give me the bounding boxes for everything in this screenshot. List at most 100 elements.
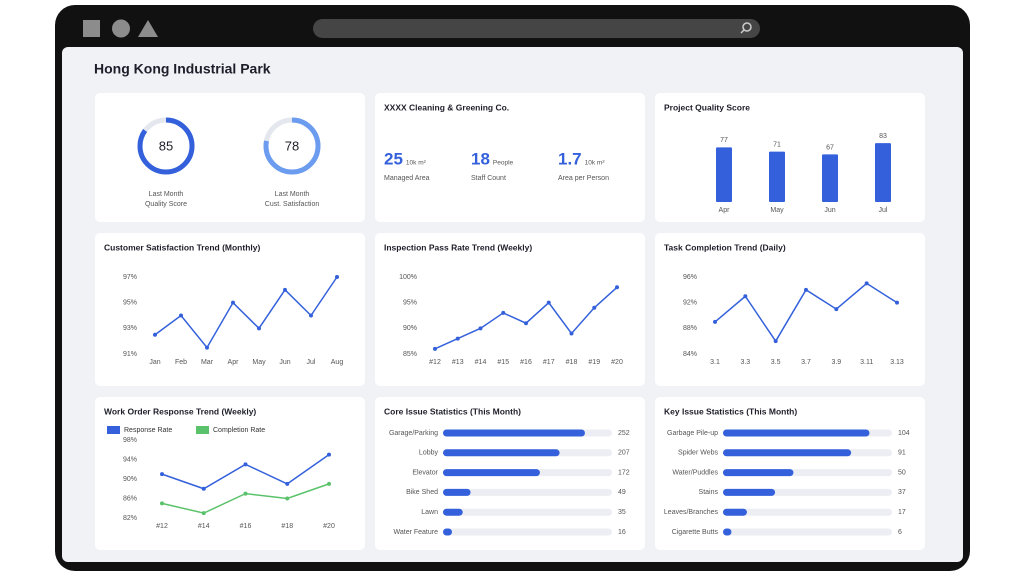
point: [478, 326, 483, 331]
bar-track: [443, 528, 612, 536]
y-tick-label: 86%: [123, 495, 137, 502]
card-title: Project Quality Score: [664, 102, 750, 112]
x-tick-label: 3.1: [710, 359, 720, 366]
gauge-value: 85: [159, 138, 173, 153]
x-tick-label: 3.13: [890, 359, 904, 366]
point: [773, 339, 778, 344]
gauge-label: Last Month: [275, 191, 310, 198]
bar: [769, 151, 785, 202]
point: [804, 287, 808, 292]
card: [655, 233, 925, 386]
bar-value-label: 104: [898, 430, 910, 437]
metric-label: Managed Area: [384, 175, 430, 182]
x-tick-label: #13: [452, 359, 464, 366]
point: [834, 307, 839, 312]
y-tick-label: 93%: [123, 325, 137, 332]
point: [257, 326, 261, 331]
bar-value-label: 17: [898, 509, 906, 516]
gauge-arc: [263, 117, 321, 175]
bar-track: [723, 508, 892, 516]
card-title: Customer Satisfaction Trend (Monthly): [104, 242, 260, 252]
metric-unit: People: [493, 160, 514, 167]
metric-label: Area per Person: [558, 175, 609, 182]
bar-value-label: 83: [879, 133, 887, 140]
point: [864, 281, 869, 286]
point: [895, 300, 899, 305]
bar-track: [723, 528, 892, 536]
y-tick-label: 82%: [123, 515, 137, 522]
point: [243, 491, 248, 496]
point: [615, 285, 619, 290]
bar: [723, 429, 870, 437]
bar: [822, 154, 838, 202]
x-tick-label: Jun: [824, 207, 835, 214]
x-tick-label: Feb: [175, 359, 187, 366]
y-tick-label: 91%: [123, 351, 137, 358]
bar: [443, 429, 585, 437]
bar: [723, 449, 852, 457]
point: [201, 486, 206, 491]
metric-unit: 10k m²: [585, 160, 606, 167]
x-tick-label: #18: [281, 523, 293, 530]
card: [375, 233, 645, 386]
y-tick-label: 98%: [123, 437, 137, 444]
y-tick-label: 100%: [399, 274, 417, 281]
point: [327, 481, 331, 486]
bar-value-label: 49: [618, 489, 626, 496]
point: [160, 501, 164, 506]
x-tick-label: 3.3: [740, 359, 750, 366]
bar: [723, 469, 794, 477]
y-tick-label: 88%: [683, 325, 697, 332]
x-tick-label: #12: [429, 359, 441, 366]
gauge-label: Cust. Satisfaction: [265, 201, 320, 208]
category-label: Lawn: [421, 509, 438, 516]
y-tick-label: 85%: [403, 351, 417, 358]
triangle-icon: [138, 20, 158, 37]
x-tick-label: May: [252, 359, 266, 366]
bar-track: [443, 508, 612, 516]
search-bar[interactable]: [313, 19, 760, 38]
point: [524, 321, 528, 326]
metric-label: Staff Count: [471, 175, 506, 182]
card-title: Inspection Pass Rate Trend (Weekly): [384, 242, 532, 252]
point: [231, 300, 235, 305]
metric-value: 25: [384, 149, 403, 168]
card: [375, 93, 645, 222]
gauge-label: Last Month: [149, 191, 184, 198]
x-tick-label: #14: [198, 523, 210, 530]
bar-value-label: 77: [720, 137, 728, 144]
point: [283, 287, 287, 292]
search-icon[interactable]: [742, 22, 752, 32]
bar-value-label: 207: [618, 450, 630, 457]
bar-value-label: 35: [618, 509, 626, 516]
y-tick-label: 90%: [123, 476, 137, 483]
card-title: Task Completion Trend (Daily): [664, 242, 786, 252]
gauge-label: Quality Score: [145, 201, 187, 208]
point: [433, 346, 437, 351]
category-label: Cigarette Butts: [672, 529, 719, 536]
x-tick-label: 3.9: [831, 359, 841, 366]
point: [179, 313, 183, 318]
category-label: Elevator: [412, 469, 438, 476]
search-icon-handle: [740, 29, 745, 34]
card-title: Core Issue Statistics (This Month): [384, 406, 521, 416]
point: [205, 345, 209, 350]
category-label: Garbage Pile-up: [667, 430, 718, 437]
point: [201, 511, 206, 516]
y-tick-label: 84%: [683, 351, 697, 358]
x-tick-label: Apr: [719, 207, 731, 214]
category-label: Water/Puddles: [672, 469, 718, 476]
point: [309, 313, 313, 318]
bar: [443, 508, 463, 516]
x-tick-label: #20: [323, 523, 335, 530]
square-icon: [83, 20, 100, 37]
x-tick-label: #19: [588, 359, 600, 366]
x-tick-label: Jun: [279, 359, 290, 366]
point: [569, 331, 574, 336]
card-title: Work Order Response Trend (Weekly): [104, 406, 256, 416]
gauge-arc: [137, 117, 195, 175]
point: [243, 462, 248, 467]
legend-label: Completion Rate: [213, 427, 265, 434]
point: [501, 310, 506, 315]
